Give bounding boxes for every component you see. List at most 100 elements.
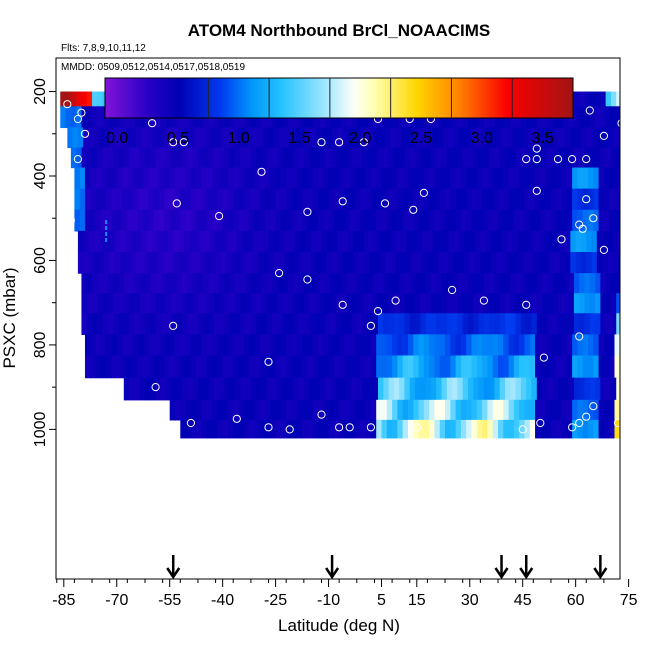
colorbar-cell [149, 78, 152, 118]
heat-cell [114, 252, 121, 274]
heat-cell [286, 167, 293, 190]
heat-cell [522, 230, 529, 253]
heat-cell [275, 167, 282, 190]
heat-cell [249, 167, 256, 190]
heat-cell [282, 273, 289, 294]
heat-cell [360, 209, 367, 232]
heat-cell [208, 293, 215, 314]
heat-cell [326, 252, 333, 274]
heat-cell [113, 273, 120, 294]
heat-cell [139, 313, 146, 335]
heat-cell [84, 334, 91, 357]
colorbar-cell [401, 78, 404, 118]
colorbar-cell [105, 78, 108, 118]
colorbar-cell [395, 78, 398, 118]
heat-cell [475, 127, 481, 149]
heat-cell [577, 399, 584, 421]
heat-cell [183, 230, 190, 253]
heat-cell [79, 209, 86, 232]
heat-cell [157, 252, 164, 274]
heat-cell [480, 230, 487, 253]
heat-cell [132, 209, 139, 232]
heat-cell [127, 188, 134, 211]
heat-cell [586, 252, 593, 274]
colorbar-cell [173, 78, 176, 118]
heat-cell [453, 252, 460, 274]
sample-point [568, 423, 577, 432]
heat-cell [351, 147, 358, 169]
heat-cell [363, 252, 370, 274]
heat-cell [579, 313, 586, 335]
heat-cell [240, 293, 247, 314]
heat-cell [291, 167, 298, 190]
heat-cell [77, 127, 84, 149]
heat-cell [460, 419, 467, 439]
heat-cell [549, 230, 556, 253]
heat-cell [123, 293, 130, 314]
heat-cell [497, 334, 504, 357]
heat-cell [393, 313, 400, 335]
sample-point [215, 212, 224, 221]
heat-cell [302, 419, 308, 439]
heat-cell [439, 167, 446, 190]
heat-cell [529, 209, 536, 232]
heat-cell [90, 334, 97, 357]
heat-cell [106, 167, 113, 190]
heat-cell [312, 167, 319, 190]
colorbar-cell [227, 78, 230, 118]
heat-cell [436, 377, 443, 401]
heat-cell [130, 230, 137, 253]
colorbar-cell [475, 78, 478, 118]
colorbar-cell [495, 78, 498, 118]
heat-cell [323, 399, 330, 421]
heat-cell [203, 147, 210, 169]
colorbar-cell [527, 78, 530, 118]
heat-cell [81, 313, 88, 335]
heat-cell [291, 209, 298, 232]
heat-cell [217, 188, 224, 211]
colorbar-cell [521, 78, 524, 118]
colorbar-cell [193, 78, 196, 118]
heat-cell [600, 273, 607, 294]
heat-cell [233, 167, 240, 190]
heat-cell [100, 334, 107, 357]
heat-cell [192, 293, 199, 314]
heat-cell [596, 252, 603, 274]
colorbar-cell [533, 78, 536, 118]
heat-cell [356, 377, 363, 401]
colorbar-cell [219, 78, 222, 118]
heat-cell [388, 273, 395, 294]
heat-cell [272, 293, 278, 314]
heat-cell [609, 355, 616, 379]
heat-cell [561, 419, 568, 439]
colorbar-cell [205, 78, 208, 118]
heat-cell [358, 230, 365, 253]
heat-cell [160, 147, 167, 169]
heat-cell [337, 127, 344, 149]
heat-cell [545, 188, 552, 211]
heat-cell [272, 377, 278, 401]
heat-cell [305, 127, 312, 149]
heat-cell [575, 230, 582, 253]
heat-cell [60, 91, 67, 107]
heat-cell [561, 399, 568, 421]
heat-cell [425, 147, 432, 169]
x-tick-label: -10 [317, 592, 340, 609]
heat-cell [475, 230, 481, 253]
heat-cell [466, 167, 473, 190]
heat-cell [605, 147, 612, 169]
heat-cell [219, 313, 226, 335]
heat-cell [388, 377, 395, 401]
heat-cell [425, 273, 432, 294]
heat-cell [374, 127, 381, 149]
heat-cell [224, 273, 231, 294]
heat-cell [339, 334, 346, 357]
heat-cell [413, 419, 420, 439]
colorbar-tick-label: 1.5 [288, 130, 310, 147]
colorbar-cell [209, 78, 212, 118]
heat-cell [330, 147, 337, 169]
heat-cell [265, 188, 271, 211]
heat-cell [457, 273, 464, 294]
heat-cell [107, 273, 114, 294]
heat-cell [577, 167, 584, 190]
